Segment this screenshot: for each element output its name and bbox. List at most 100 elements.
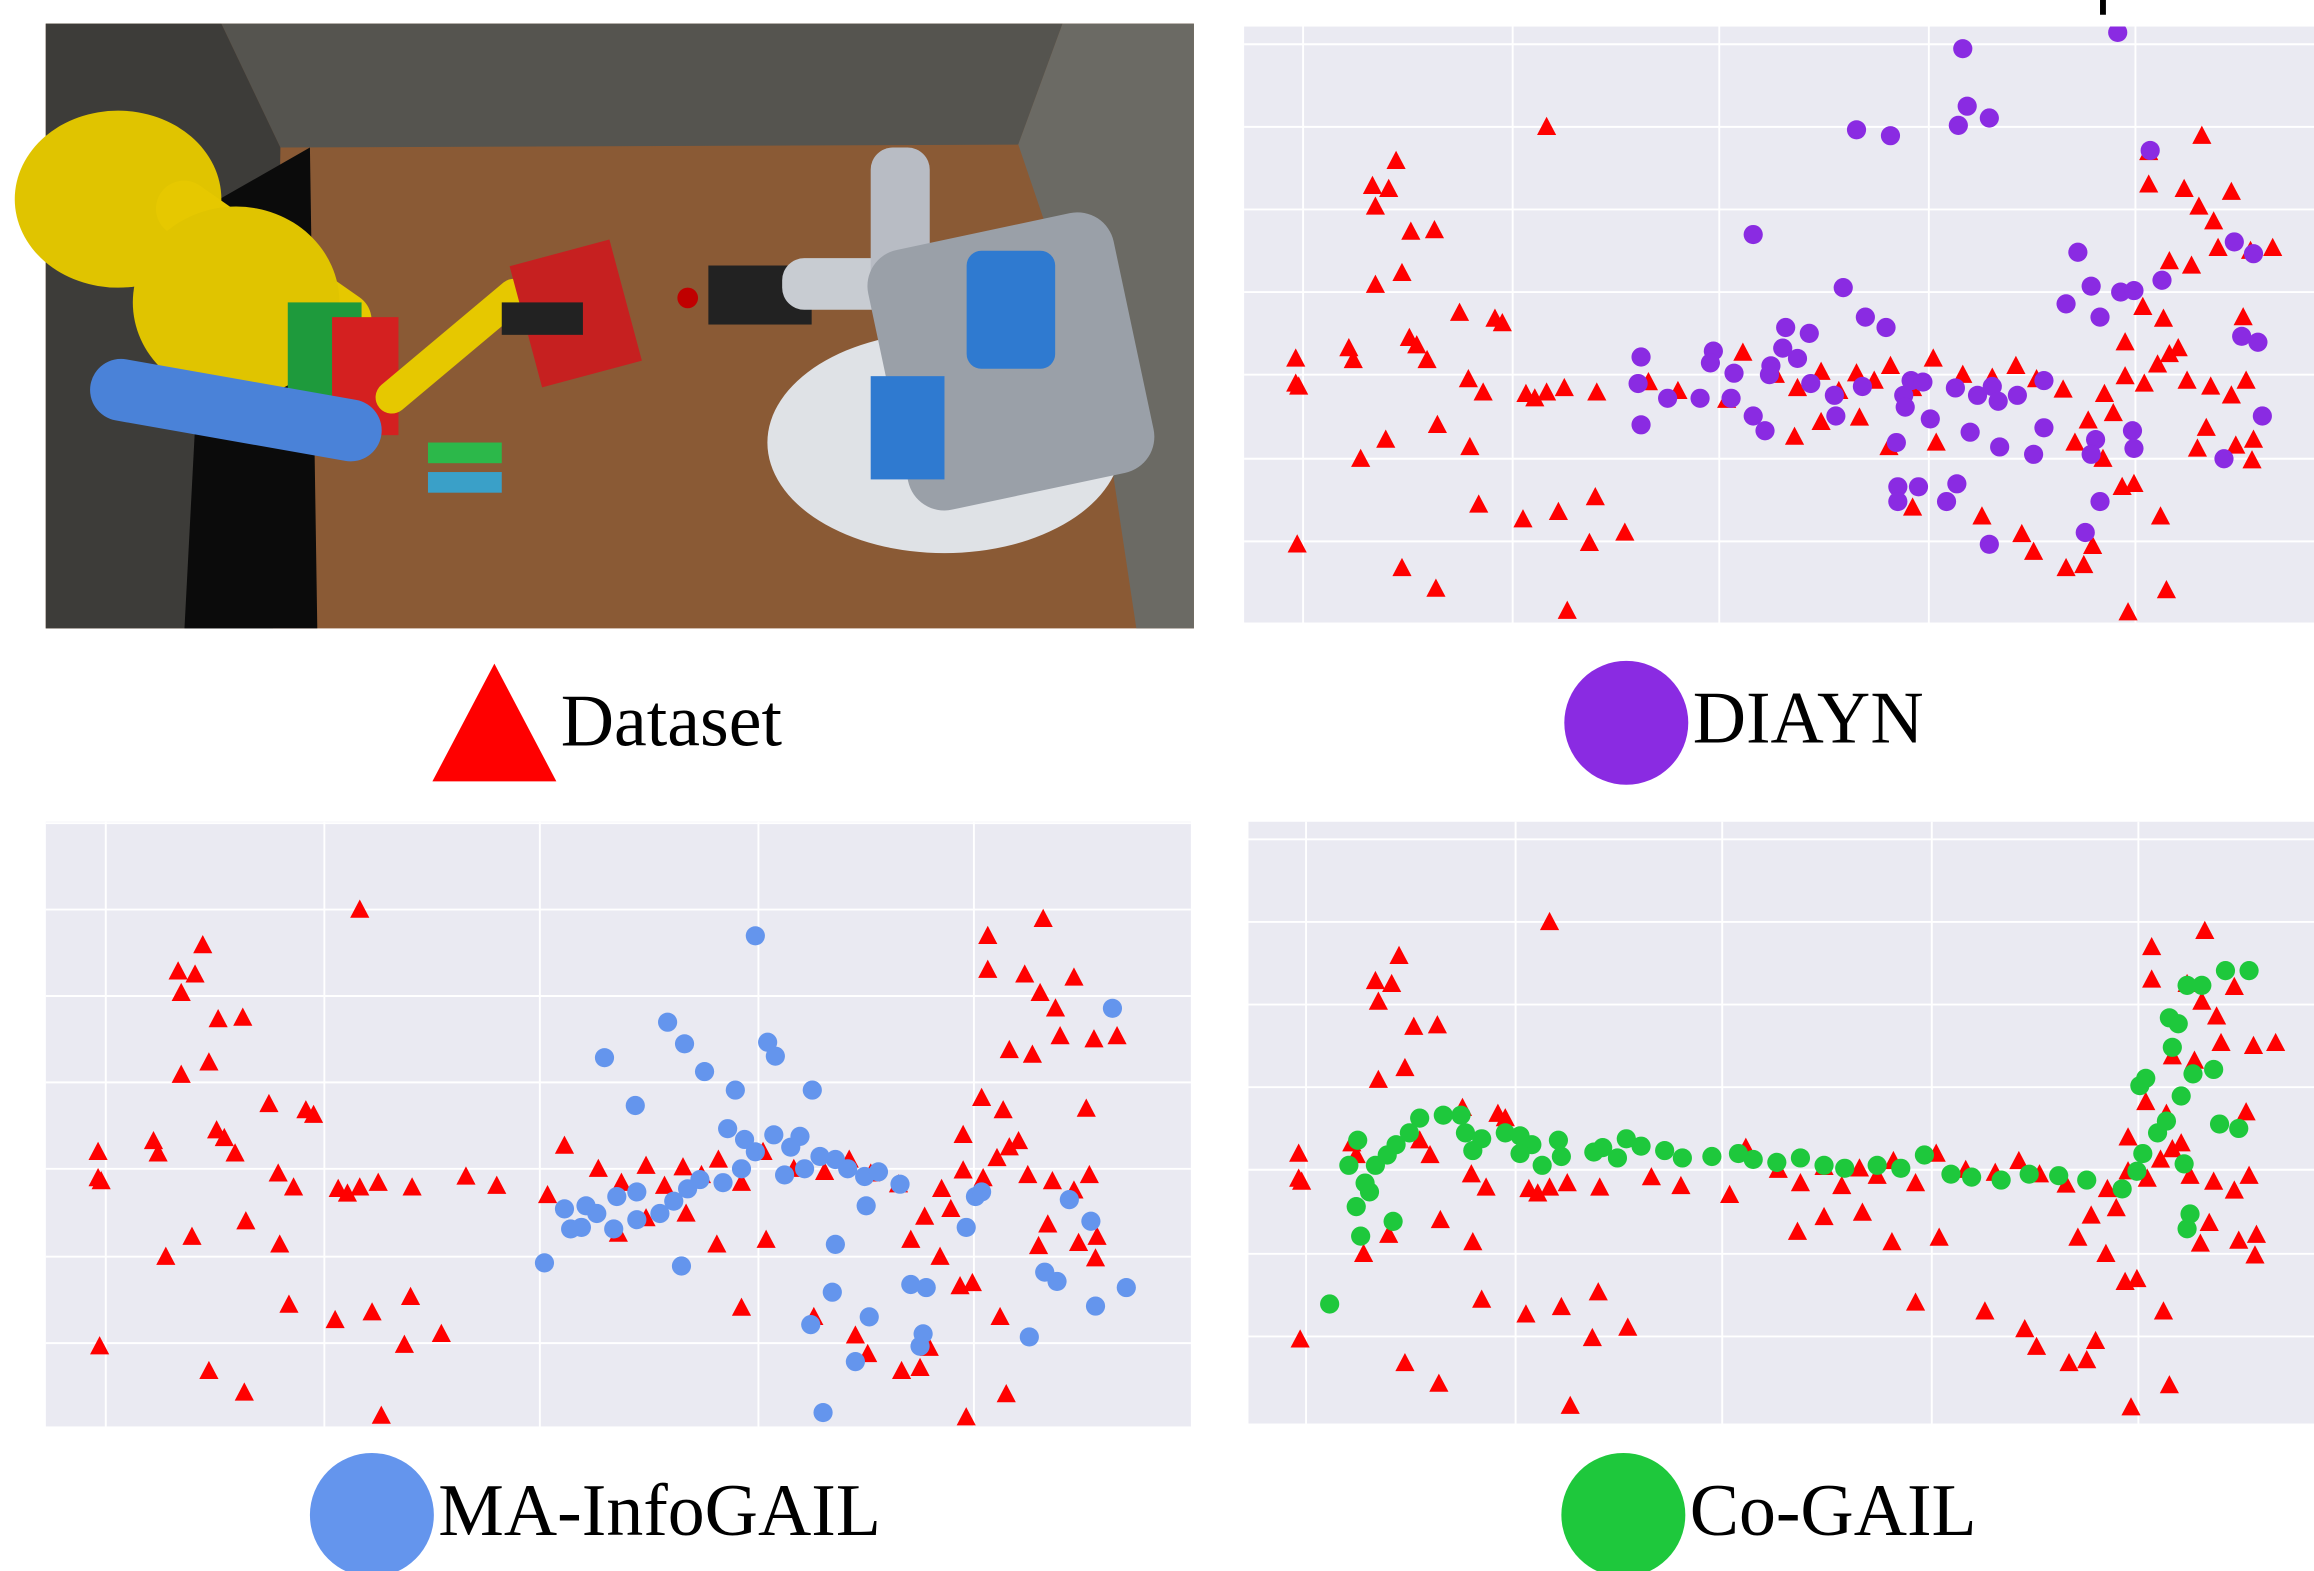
- point: [2113, 1179, 2132, 1198]
- point: [1533, 1156, 1552, 1175]
- point: [2163, 1038, 2182, 1057]
- ball: [677, 288, 698, 309]
- legend-label: Dataset: [561, 680, 783, 762]
- point: [1384, 1212, 1403, 1231]
- scatter-plot: [46, 822, 1191, 1427]
- point: [2248, 333, 2267, 352]
- point: [1868, 1156, 1887, 1175]
- human-foot: [428, 472, 502, 493]
- point: [672, 1256, 691, 1275]
- point: [1658, 389, 1677, 408]
- point: [1631, 1137, 1650, 1156]
- point: [2108, 23, 2127, 42]
- legend-label: DIAYN: [1693, 677, 1924, 759]
- point: [826, 1235, 845, 1254]
- point: [1958, 97, 1977, 116]
- point: [2216, 961, 2235, 980]
- point: [732, 1159, 751, 1178]
- point: [2020, 1165, 2039, 1184]
- point: [775, 1165, 794, 1184]
- point: [1347, 1197, 1366, 1216]
- point: [2024, 445, 2043, 464]
- point: [1891, 1159, 1910, 1178]
- page: DatasetDIAYNMA-InfoGAILCo-GAIL (() => { …: [0, 0, 2314, 1571]
- point: [1410, 1109, 1429, 1128]
- point: [1117, 1278, 1136, 1297]
- point: [890, 1175, 909, 1194]
- point: [718, 1119, 737, 1138]
- point: [2160, 1008, 2179, 1027]
- point: [1673, 1148, 1692, 1167]
- point: [1701, 353, 1720, 372]
- point: [1921, 409, 1940, 428]
- point: [795, 1159, 814, 1178]
- point: [823, 1283, 842, 1302]
- point: [2077, 1171, 2096, 1190]
- point: [2008, 386, 2027, 405]
- point: [2124, 439, 2143, 458]
- point: [917, 1278, 936, 1297]
- point: [1953, 39, 1972, 58]
- plot-background: [1248, 822, 2314, 1424]
- point: [2034, 418, 2053, 437]
- back-wall: [221, 24, 1062, 148]
- point: [1434, 1106, 1453, 1125]
- point: [2239, 961, 2258, 980]
- point: [910, 1337, 929, 1356]
- point: [2177, 1219, 2196, 1238]
- point: [726, 1081, 745, 1100]
- point: [766, 1047, 785, 1066]
- point: [1631, 347, 1650, 366]
- point: [1826, 406, 1845, 425]
- point: [1629, 374, 1648, 393]
- point: [1020, 1327, 1039, 1346]
- robot-panel: [967, 251, 1056, 369]
- point: [857, 1196, 876, 1215]
- legend-label: MA-InfoGAIL: [438, 1469, 881, 1551]
- point: [813, 1403, 832, 1422]
- point: [2123, 421, 2142, 440]
- point: [2210, 1114, 2229, 1133]
- point: [1339, 1156, 1358, 1175]
- point: [2229, 1119, 2248, 1138]
- point: [1463, 1141, 1482, 1160]
- point: [1690, 389, 1709, 408]
- point: [1834, 278, 1853, 297]
- point: [2124, 281, 2143, 300]
- point: [1941, 1165, 1960, 1184]
- point: [1761, 356, 1780, 375]
- point: [2090, 308, 2109, 327]
- point: [2183, 1064, 2202, 1083]
- scatter-plot: [1248, 822, 2314, 1424]
- point: [1631, 415, 1650, 434]
- legend-marker: [1561, 1453, 1685, 1571]
- point: [626, 1096, 645, 1115]
- point: [1081, 1212, 1100, 1231]
- figure: DatasetDIAYNMA-InfoGAILCo-GAIL: [0, 0, 2314, 1571]
- point: [803, 1081, 822, 1100]
- point: [2172, 1086, 2191, 1105]
- human-foot: [428, 443, 502, 464]
- point: [1888, 492, 1907, 511]
- point: [1702, 1147, 1721, 1166]
- point: [972, 1182, 991, 1201]
- point: [595, 1048, 614, 1067]
- point: [555, 1199, 574, 1218]
- point: [1835, 1159, 1854, 1178]
- point: [2127, 1162, 2146, 1181]
- point: [2076, 523, 2095, 542]
- legend-marker: [432, 664, 556, 782]
- point: [1721, 389, 1740, 408]
- point: [2068, 243, 2087, 262]
- point: [1755, 421, 1774, 440]
- point: [2152, 271, 2171, 290]
- point: [1360, 1182, 1379, 1201]
- point: [2244, 244, 2263, 263]
- point: [1915, 1145, 1934, 1164]
- point: [1946, 378, 1965, 397]
- point: [1801, 374, 1820, 393]
- point: [957, 1218, 976, 1237]
- point: [1608, 1148, 1627, 1167]
- point: [2225, 232, 2244, 251]
- point: [838, 1159, 857, 1178]
